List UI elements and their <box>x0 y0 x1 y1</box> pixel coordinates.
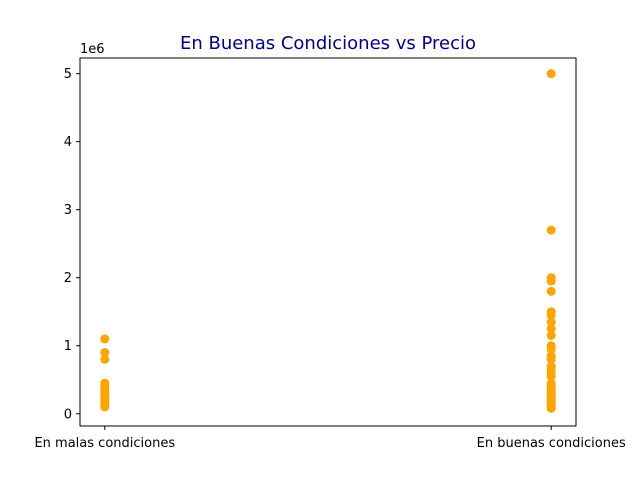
data-point <box>546 317 556 327</box>
data-point <box>100 354 110 364</box>
data-point <box>100 334 110 344</box>
y-axis-ticks: 0 1 2 3 4 5 <box>64 67 80 422</box>
data-point <box>100 348 110 358</box>
y-tick-label: 5 <box>64 67 72 82</box>
y-tick-label: 1 <box>64 339 72 354</box>
data-point <box>546 344 556 354</box>
x-tick-label: En buenas condiciones <box>477 436 626 451</box>
data-point <box>546 69 556 79</box>
x-axis-ticks: En malas condiciones En buenas condicione… <box>34 426 626 451</box>
y-tick-label: 4 <box>64 135 72 150</box>
y-tick-label: 2 <box>64 271 72 286</box>
plot-area-frame <box>79 57 577 427</box>
data-point <box>546 310 556 320</box>
data-point <box>546 286 556 296</box>
data-points <box>100 69 556 413</box>
data-point <box>546 225 556 235</box>
x-tick-label: En malas condiciones <box>34 436 175 451</box>
y-axis-offset-label: 1e6 <box>80 42 105 57</box>
y-tick-label: 0 <box>64 407 72 422</box>
data-point <box>546 354 556 364</box>
data-point <box>546 331 556 341</box>
data-point <box>100 402 110 412</box>
data-point <box>546 371 556 381</box>
chart-title: En Buenas Condiciones vs Precio <box>180 33 476 54</box>
data-point <box>546 324 556 334</box>
data-point <box>546 403 556 413</box>
y-tick-label: 3 <box>64 203 72 218</box>
data-point <box>546 276 556 286</box>
